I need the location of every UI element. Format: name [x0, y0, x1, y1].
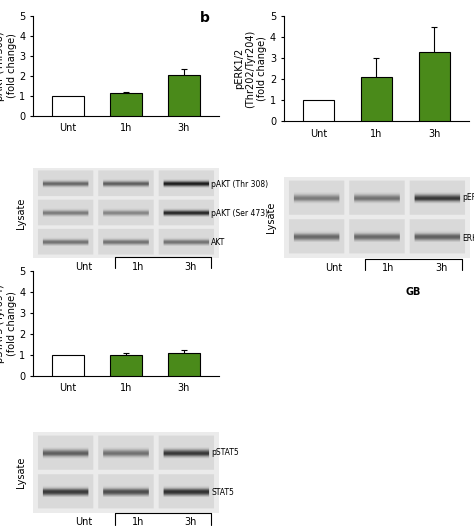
Text: pSTAT5: pSTAT5: [211, 448, 239, 457]
Text: STAT5: STAT5: [211, 488, 234, 497]
Text: Lysate: Lysate: [16, 457, 26, 488]
Text: 3h: 3h: [185, 517, 197, 527]
Text: GB: GB: [155, 284, 171, 294]
Text: Unt: Unt: [325, 262, 342, 272]
Text: AKT: AKT: [211, 238, 226, 247]
Text: Lysate: Lysate: [266, 202, 276, 233]
Text: 1h: 1h: [383, 262, 395, 272]
Bar: [419, 52, 450, 121]
Bar: [52, 355, 84, 376]
Y-axis label: pERK1/2
(Thr202/Tyr204)
(fold change): pERK1/2 (Thr202/Tyr204) (fold change): [234, 30, 267, 107]
Text: GB: GB: [398, 221, 413, 231]
Bar: [52, 96, 84, 115]
Text: Lysate: Lysate: [16, 197, 26, 229]
Text: 3h: 3h: [435, 262, 447, 272]
Bar: [361, 77, 392, 121]
Text: 1h: 1h: [132, 262, 144, 272]
Text: b: b: [200, 11, 210, 25]
Bar: [302, 100, 335, 121]
Text: GB: GB: [147, 476, 163, 486]
Text: pAKT (Ser 473): pAKT (Ser 473): [211, 208, 268, 217]
Text: GB: GB: [147, 210, 163, 220]
Bar: [110, 355, 142, 376]
Text: ERK1/2: ERK1/2: [462, 234, 474, 243]
Y-axis label: pAKT (Thr308)
(fold change): pAKT (Thr308) (fold change): [0, 31, 17, 101]
Text: pAKT (Thr 308): pAKT (Thr 308): [211, 180, 268, 189]
Bar: [110, 93, 142, 115]
Text: 1h: 1h: [132, 517, 144, 527]
Text: Unt: Unt: [75, 262, 92, 272]
Text: 3h: 3h: [185, 262, 197, 272]
Text: GB: GB: [406, 287, 421, 297]
Y-axis label: pSTAT5 (Tyr694)
(fold change): pSTAT5 (Tyr694) (fold change): [0, 284, 17, 362]
Text: pERK1/2: pERK1/2: [462, 193, 474, 202]
Bar: [168, 75, 200, 115]
Text: Unt: Unt: [75, 517, 92, 527]
Bar: [168, 353, 200, 376]
